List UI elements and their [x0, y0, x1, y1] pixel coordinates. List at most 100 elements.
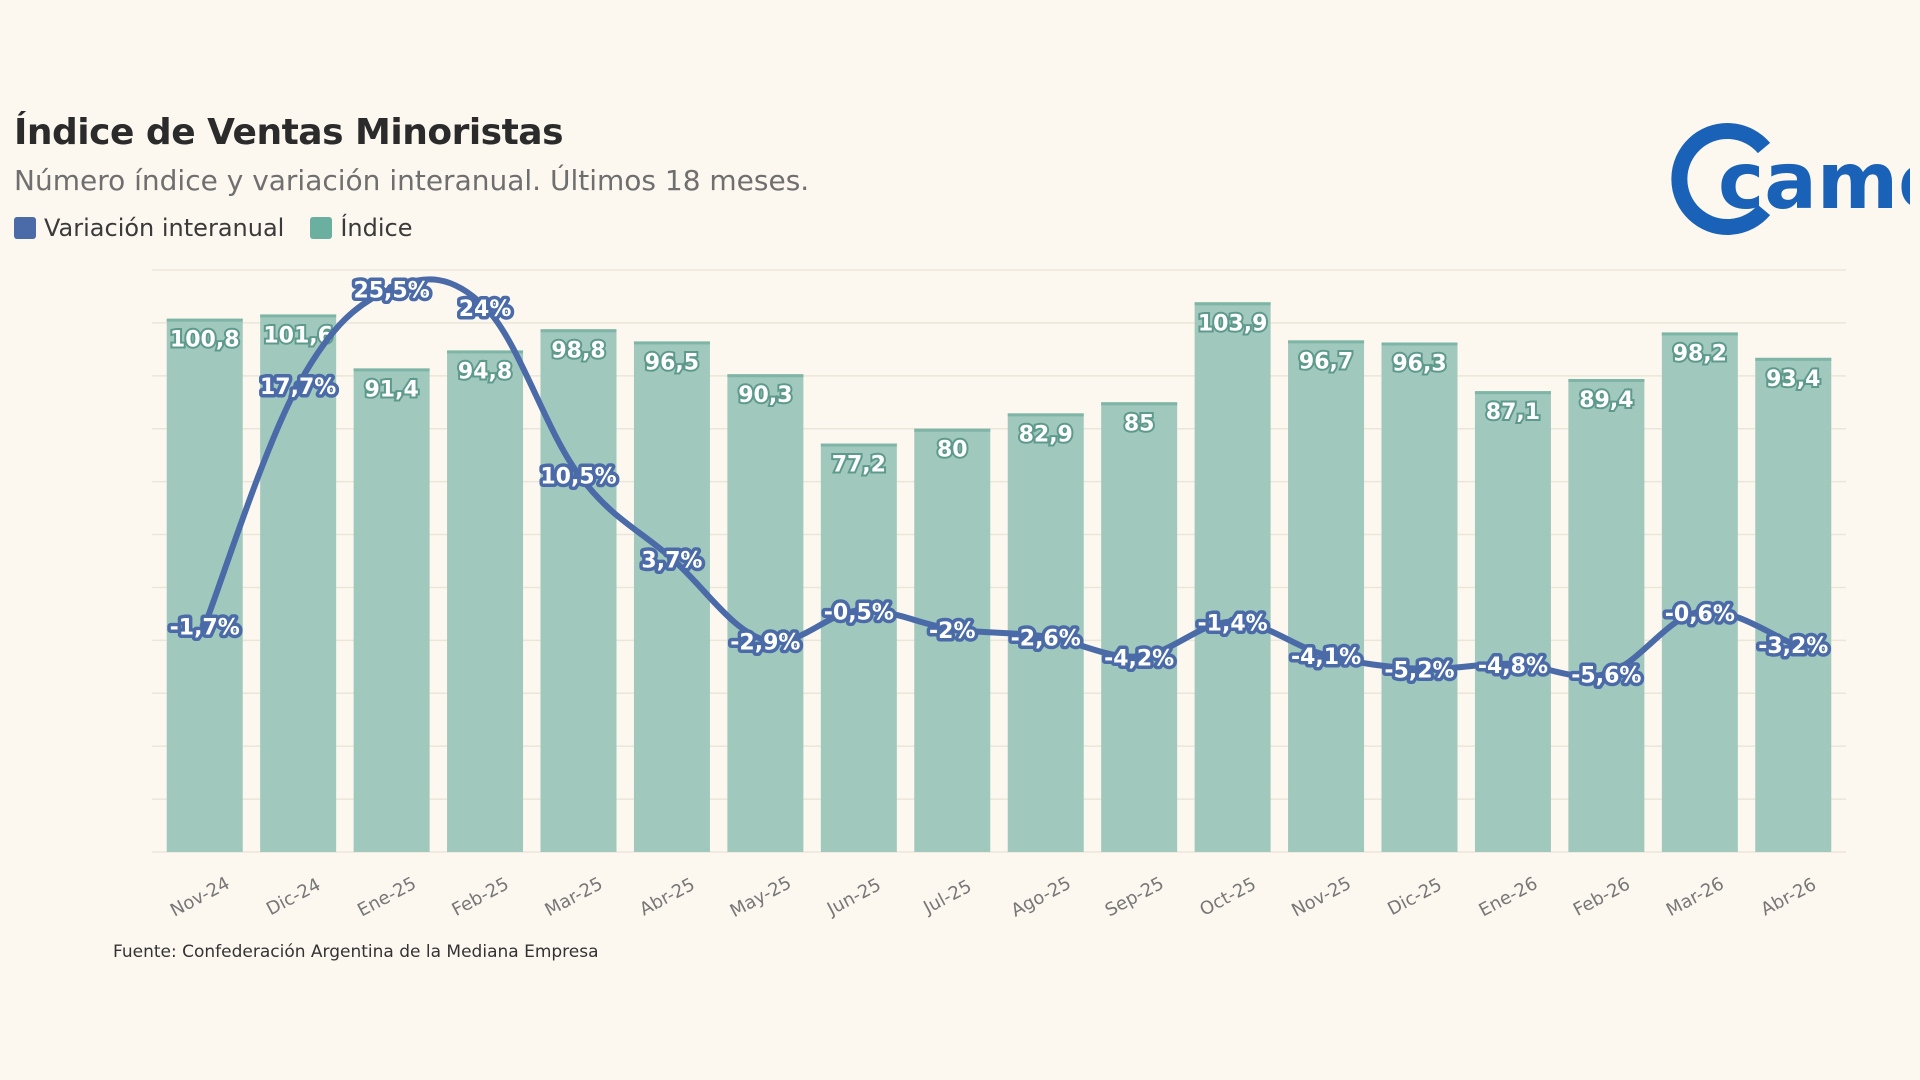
- legend-swatch-indice: [310, 217, 333, 239]
- line-label: -2%: [929, 619, 975, 644]
- bar-top-edge: [540, 329, 617, 333]
- bar: [166, 318, 243, 852]
- bar-top-edge: [260, 314, 337, 318]
- bar: [1288, 340, 1365, 852]
- line-point: [1414, 663, 1425, 674]
- bar: [1381, 342, 1458, 852]
- bar-label: 100,8: [170, 328, 240, 353]
- bar-label: 96,7: [1299, 349, 1353, 374]
- legend-label-indice: Índice: [340, 214, 413, 242]
- line-point: [1227, 616, 1238, 627]
- bar-top-edge: [1381, 342, 1458, 346]
- line-point: [1321, 650, 1332, 661]
- line-point: [1601, 668, 1612, 679]
- line-point: [199, 620, 210, 631]
- bar-label: 77,2: [832, 453, 886, 478]
- bar-top-edge: [1007, 413, 1084, 417]
- gridlines: [152, 269, 1846, 853]
- bar: [1568, 378, 1645, 852]
- line-point: [853, 605, 864, 616]
- bar-label: 82,9: [1019, 422, 1073, 447]
- bar-top-edge: [633, 341, 710, 345]
- x-tick-label: Mar-26: [1663, 873, 1728, 921]
- bar-label: 103,9: [1198, 311, 1268, 336]
- bar-label: 90,3: [738, 383, 792, 408]
- legend-swatch-variacion: [14, 217, 36, 239]
- legend-item-indice: Índice: [310, 214, 412, 242]
- bar-top-edge: [1474, 391, 1551, 395]
- bar-top-edge: [1194, 302, 1271, 306]
- line-label: -4,8%: [1478, 654, 1548, 679]
- line-label: 25,5%: [353, 279, 429, 304]
- line-point: [573, 469, 584, 480]
- bar-top-edge: [1288, 340, 1365, 344]
- bar: [820, 443, 897, 852]
- line-label: -0,6%: [1665, 602, 1735, 627]
- line-label: -1,4%: [1198, 612, 1268, 637]
- bar: [447, 350, 524, 852]
- line-point: [386, 283, 397, 294]
- x-tick-label: Mar-25: [542, 873, 607, 921]
- x-axis: Nov-24 Dic-24 Ene-25 Feb-25 Mar-25 Abr-25 May-…: [167, 872, 1820, 922]
- line-label: 24%: [459, 297, 512, 322]
- bar: [1101, 402, 1178, 852]
- legend: Variación interanual Índice: [14, 214, 438, 242]
- x-tick-label: Jul-25: [919, 876, 975, 919]
- x-tick-label: Nov-25: [1288, 873, 1354, 922]
- logo-text: came: [1718, 137, 1910, 227]
- x-tick-label: May-25: [727, 872, 795, 922]
- line-point: [1040, 631, 1051, 642]
- line-label: -2,6%: [1011, 627, 1081, 652]
- bar-label: 80: [937, 438, 968, 463]
- line-point: [666, 553, 677, 564]
- bar-top-edge: [353, 368, 430, 372]
- x-tick-label: Sep-25: [1102, 873, 1168, 921]
- bar: [633, 341, 710, 852]
- x-tick-label: Abr-26: [1758, 874, 1820, 920]
- bar-top-edge: [447, 350, 524, 354]
- line-point: [1694, 606, 1705, 617]
- x-tick-label: Oct-25: [1196, 874, 1259, 921]
- line-point: [947, 624, 958, 635]
- x-tick-label: Dic-25: [1384, 874, 1445, 920]
- line-point: [480, 302, 491, 313]
- x-tick-label: Feb-25: [448, 873, 512, 920]
- x-tick-label: Abr-25: [636, 874, 698, 920]
- line-label: -1,7%: [170, 615, 240, 640]
- line-labels: -1,7% 17,7% 25,5% 24% 10,5% 3,7% -2,9% -0,5% -2%…: [166, 275, 1832, 692]
- bar: [1194, 302, 1271, 852]
- bar-top-edge: [1755, 357, 1832, 361]
- line-path: [201, 276, 1797, 680]
- line-label: 17,7%: [260, 375, 336, 400]
- bar-label: 87,1: [1486, 400, 1540, 425]
- source-note: Fuente: Confederación Argentina de la Me…: [113, 942, 599, 962]
- bar: [727, 374, 804, 852]
- line-series: [199, 276, 1799, 680]
- line-label: -4,1%: [1291, 645, 1361, 670]
- bar-top-edge: [166, 318, 243, 322]
- bar-label: 98,8: [551, 338, 605, 363]
- bar-label: 98,2: [1673, 341, 1727, 366]
- line-label: -5,2%: [1384, 659, 1454, 684]
- x-tick-label: Nov-24: [167, 873, 233, 922]
- bar-top-edge: [1568, 378, 1645, 382]
- line-point: [293, 380, 304, 391]
- x-tick-label: Ene-26: [1476, 873, 1542, 921]
- bar: [914, 428, 991, 852]
- bar-label: 96,5: [645, 350, 699, 375]
- chart-title: Índice de Ventas Minoristas: [14, 112, 564, 153]
- line-label: -5,6%: [1571, 664, 1641, 689]
- bar-label: 85: [1124, 411, 1155, 436]
- line-point: [1788, 638, 1799, 649]
- line-point: [1507, 658, 1518, 669]
- bar-label: 91,4: [364, 377, 418, 402]
- bar-label: 89,4: [1579, 388, 1633, 413]
- bar-top-edge: [727, 374, 804, 378]
- bar-top-edge: [1101, 402, 1178, 406]
- came-logo-icon: came: [1671, 123, 1910, 235]
- bar-label: 94,8: [458, 359, 512, 384]
- legend-item-variacion: Variación interanual: [14, 214, 284, 242]
- line-label: -2,9%: [730, 630, 800, 655]
- bar: [1474, 391, 1551, 852]
